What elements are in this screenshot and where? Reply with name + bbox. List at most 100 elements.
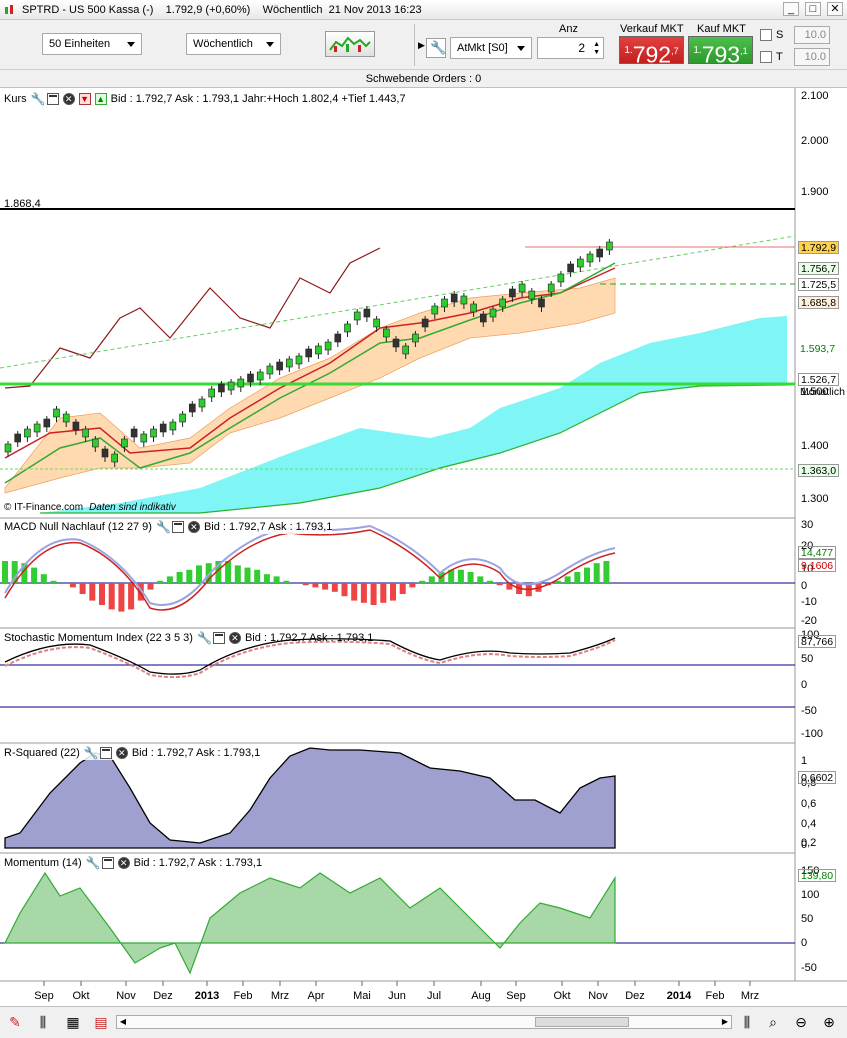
macd-histogram-bar [603,561,610,583]
wrench-icon[interactable]: 🔧 [85,856,101,870]
close-button[interactable]: ✕ [827,2,843,16]
zoom-in-icon[interactable]: ⊕ [823,1014,835,1030]
price-badge-cloud: 1.593,7 [798,343,838,356]
maximize-button[interactable]: □ [805,2,821,16]
minimize-button[interactable]: _ [783,2,799,16]
draw-tool-icon[interactable]: ✎ [9,1014,21,1030]
order-type-select[interactable]: AtMkt [S0] [450,37,532,59]
window-icon[interactable] [99,747,112,759]
wrench-icon[interactable]: 🔧 [83,746,99,760]
close-icon[interactable]: ✕ [187,521,200,533]
chart-type-icon [329,36,371,52]
macd-histogram-bar [593,563,600,583]
grid-icon[interactable]: ▦ [66,1014,80,1030]
anz-label: Anz [559,23,578,35]
red-trend-line [4,267,616,459]
macd-histogram-bar [50,580,57,583]
x-axis-tick: Aug [471,990,491,1002]
period-select[interactable]: Wöchentlich [186,33,281,55]
sell-label: Verkauf MKT [620,23,684,35]
stop-checkbox[interactable] [760,29,772,41]
arrow-down-icon[interactable]: ▼ [78,93,91,105]
macd-axis-tick: 30 [801,519,814,531]
stoch-axis-tick: 0 [801,679,808,691]
target-label: T [776,51,783,63]
candle [208,388,215,398]
pending-orders-bar[interactable]: Schwebende Orders : 0 [0,70,847,88]
x-axis-tick: Okt [553,990,570,1002]
spin-up-icon[interactable]: ▲ [593,41,600,48]
price-badge-band: 1.685,8 [798,296,840,309]
wrench-icon[interactable]: 🔧 [196,631,212,645]
scrollbar-thumb[interactable] [535,1017,629,1027]
indicator-icon[interactable]: ▤ [94,1014,108,1030]
macd-histogram-bar [89,583,96,601]
trendline-dashed [0,235,796,369]
zoom-out-icon[interactable]: ⊖ [795,1014,807,1030]
chart-area[interactable]: Sep Okt Nov Dez 2013 Feb Mrz Apr Mai Jun Jul Aug Sep… [0,88,847,1006]
wrench-icon[interactable]: 🔧 [30,92,46,106]
macd-histogram-bar [428,576,435,583]
stop-row: S 10.0 [760,26,830,44]
candle [150,428,157,438]
x-axis-tick: Okt [72,990,89,1002]
buy-label: Kauf MKT [697,23,746,35]
chart-scrollbar[interactable]: ◀ ▶ [116,1015,732,1029]
candle [421,318,429,328]
quantity-stepper[interactable]: 2 ▲ ▼ [537,37,604,59]
target-value-input[interactable]: 10.0 [794,48,830,66]
mom-axis-tick: 150 [801,865,820,877]
target-checkbox[interactable] [760,51,772,63]
x-axis-tick: Jul [427,990,441,1002]
chart-candles-icon[interactable]: ⫼ [743,1014,751,1030]
macd-axis-tick: 0 [801,580,808,592]
macd-histogram-bar [380,583,387,603]
close-icon[interactable]: ✕ [117,857,130,869]
close-icon[interactable]: ✕ [62,93,75,105]
expand-arrow-icon[interactable]: ▶ [418,40,425,50]
macd-histogram-bar [40,574,47,583]
macd-histogram-bar [244,567,251,583]
candle [528,290,536,300]
buy-button[interactable]: 1.793,1 [688,36,753,68]
window-icon[interactable] [101,857,114,869]
macd-histogram-bar [467,572,474,583]
candles-icon[interactable]: ⫼ [39,1014,47,1030]
kurs-axis-tick: 1.900 [801,186,829,198]
candle [324,341,332,351]
wrench-icon[interactable]: 🔧 [155,520,171,534]
rsq-axis-tick: 0 [801,839,808,851]
hline-label: 1.868,4 [4,198,41,210]
candle [450,293,458,303]
kurs-axis-tick: 2.000 [801,135,829,147]
macd-histogram-bar [496,583,503,586]
buy-price-main: 793 [701,41,741,68]
scroll-right-icon[interactable]: ▶ [721,1017,729,1026]
zoom-fit-icon[interactable]: ⌕ [769,1014,777,1030]
candle [227,381,235,391]
macd-histogram-bar [176,572,183,583]
watermark-source: © IT-Finance.com [4,502,84,513]
window-icon[interactable] [212,632,225,644]
macd-histogram-bar [312,583,319,588]
chart-type-button[interactable] [325,31,375,57]
stop-value-input[interactable]: 10.0 [794,26,830,44]
scroll-left-icon[interactable]: ◀ [119,1017,127,1026]
window-titlebar: SPTRD - US 500 Kassa (-) 1.792,9 (+0,60%… [0,0,847,20]
macd-panel-header: MACD Null Nachlauf (12 27 9) 🔧 ✕ Bid : 1… [4,520,333,534]
sell-button[interactable]: 1.792,7 [619,36,684,68]
close-icon[interactable]: ✕ [228,632,241,644]
close-icon[interactable]: ✕ [115,747,128,759]
macd-histogram-bar [331,583,338,592]
window-icon[interactable] [46,93,59,105]
arrow-up-icon[interactable]: ▲ [94,93,107,105]
chart-canvas[interactable]: Sep Okt Nov Dez 2013 Feb Mrz Apr Mai Jun Jul Aug Sep… [0,88,847,1006]
spin-down-icon[interactable]: ▼ [593,49,600,56]
price-badge-monthly: 1.526,7 [798,373,840,386]
window-icon[interactable] [171,521,184,533]
macd-histogram-bar [128,583,135,610]
order-settings-button[interactable]: 🔧 [426,38,446,58]
units-select[interactable]: 50 Einheiten [42,33,142,55]
kurs-panel-title: Kurs [4,93,27,105]
price-badge-ma-fast: 1.756,7 [798,262,840,275]
